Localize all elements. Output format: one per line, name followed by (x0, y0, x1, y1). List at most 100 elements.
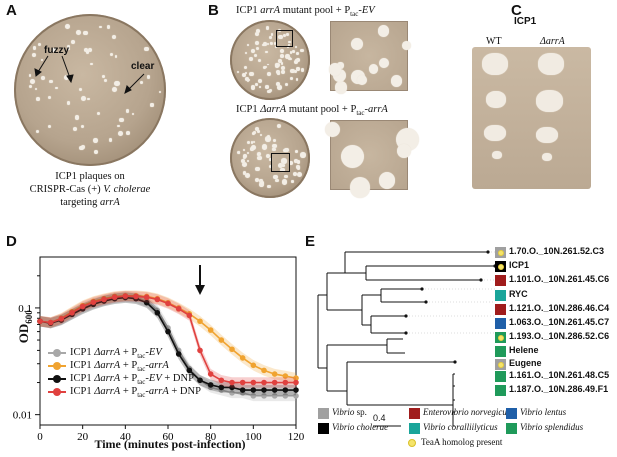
data-point (165, 328, 171, 335)
data-point (186, 367, 193, 374)
legend-label-italic: Vibrio lentus (520, 407, 567, 417)
plaque (255, 40, 260, 45)
plaque (282, 33, 286, 37)
plaque (31, 52, 37, 58)
plaque (378, 171, 396, 189)
b-title2-italic: ΔarrA (260, 104, 287, 115)
legend-text-mid: + P (120, 373, 138, 384)
plaque (237, 70, 240, 73)
data-point (293, 393, 299, 399)
plaque (126, 131, 130, 135)
caption-a-line2-italic: V. cholerae (103, 184, 151, 195)
data-point (90, 299, 97, 306)
leaf-color-swatch (495, 371, 506, 382)
plaque (274, 45, 277, 48)
legend-text-italic: ΔarrA (94, 360, 121, 371)
plaque (275, 81, 280, 86)
plaque (245, 172, 251, 178)
data-point (143, 294, 150, 301)
plaque (255, 47, 259, 51)
x-tick-label: 20 (77, 431, 89, 443)
c-col-wt: WT (486, 36, 502, 47)
plaque (237, 151, 240, 155)
plaque (247, 78, 250, 81)
data-point (271, 379, 278, 386)
b-title1-mid: mutant pool + P (280, 5, 351, 16)
plaque (259, 133, 263, 137)
plaque (269, 158, 272, 161)
plaque (40, 75, 45, 80)
plaque (265, 26, 270, 30)
data-point (282, 387, 289, 393)
plaque (278, 34, 283, 40)
legend-label-italic: Vibrio cholerae (332, 422, 389, 432)
y-tick-label: 0.1 (18, 303, 32, 315)
plaque (139, 80, 144, 85)
plaque (252, 132, 255, 136)
plaque (118, 131, 124, 137)
plaque (125, 109, 130, 114)
legend-text-sub: tac (137, 391, 146, 400)
legend-label-italic: Vibrio (332, 407, 355, 417)
panel-letter-a: A (6, 2, 17, 19)
plaque (86, 50, 90, 54)
plate-image-a (14, 14, 166, 166)
plaque (83, 30, 88, 36)
plaque (242, 170, 247, 175)
plaque (269, 42, 272, 44)
plaque (254, 31, 260, 36)
plaque (291, 180, 294, 183)
plaque (287, 43, 290, 46)
phage-spot (482, 53, 508, 75)
c-title: ICP1 (514, 16, 537, 27)
plaque (284, 82, 288, 87)
legend-label-italic: Vibrio coralliilyticus (423, 422, 498, 432)
legend-text-prefix: ICP1 (70, 373, 95, 384)
plaque (143, 46, 149, 52)
leaf-color-swatch (495, 332, 506, 343)
data-point (239, 355, 246, 361)
b-title2-sub: tac (356, 109, 365, 118)
plaque (267, 89, 271, 94)
leaf-label: Helene (509, 345, 539, 355)
data-point (282, 373, 289, 379)
data-point (229, 384, 235, 391)
plaque (114, 81, 120, 87)
plaque (247, 152, 250, 155)
plaque (260, 181, 264, 185)
plaque (293, 69, 297, 73)
legend-swatch (506, 408, 517, 419)
legend-label-suffix: sp. (354, 407, 367, 417)
legend-text-italic: ΔarrA (94, 373, 121, 384)
legend-text-sub: tac (137, 352, 146, 361)
plaque (275, 70, 280, 75)
plaque (280, 167, 285, 172)
plaque (267, 63, 269, 66)
plaque (379, 57, 390, 68)
plaque (396, 143, 411, 158)
data-point (69, 310, 75, 316)
plaque (296, 160, 301, 164)
plaque (292, 171, 297, 176)
plaque (257, 58, 261, 62)
data-point (271, 371, 278, 377)
plaque (334, 81, 348, 94)
plaque (293, 60, 298, 65)
plaque (255, 166, 260, 172)
plaque (243, 156, 247, 160)
plaque (283, 148, 288, 153)
plaque (249, 71, 254, 77)
plaque (265, 136, 271, 142)
plaque (289, 77, 293, 81)
plaque (246, 159, 250, 162)
plaque (131, 112, 134, 116)
data-point (143, 299, 150, 306)
plaque (279, 60, 282, 63)
data-point (175, 351, 182, 357)
data-point (122, 293, 129, 299)
plaque (79, 145, 84, 151)
data-point (207, 327, 214, 333)
leaf-label: 1.161.O._10N.261.48.C5 (509, 370, 610, 380)
legend-text-mid: + P (120, 386, 138, 397)
teaA-marker (497, 361, 504, 368)
